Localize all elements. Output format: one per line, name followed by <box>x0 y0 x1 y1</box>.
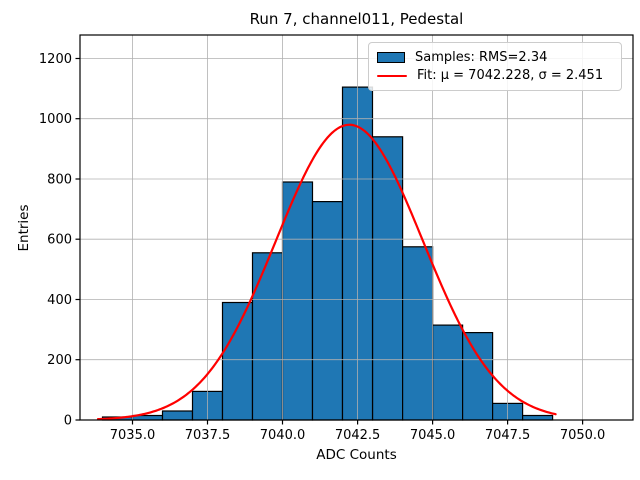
fit-line-swatch-icon <box>377 70 407 81</box>
y-tick-label: 1200 <box>39 52 72 67</box>
legend: Samples: RMS=2.34 Fit: μ = 7042.228, σ =… <box>368 42 622 91</box>
histogram-bar <box>161 410 194 421</box>
x-tick-label: 7035.0 <box>110 428 156 443</box>
y-tick-label: 400 <box>47 293 72 308</box>
x-tick-label: 7047.5 <box>485 428 531 443</box>
y-tick-label: 800 <box>47 173 72 188</box>
legend-item-fit: Fit: μ = 7042.228, σ = 2.451 <box>377 67 613 86</box>
histogram-bar <box>462 332 494 421</box>
histogram-bar <box>402 246 434 421</box>
y-tick-label: 200 <box>47 353 72 368</box>
legend-label-fit: Fit: μ = 7042.228, σ = 2.451 <box>417 68 604 84</box>
histogram-bar <box>221 301 254 421</box>
y-tick-label: 600 <box>47 233 72 248</box>
histogram-bar <box>521 414 554 421</box>
plot-frame <box>79 34 634 421</box>
histogram-bar <box>311 201 344 421</box>
histogram-bar <box>432 324 464 421</box>
y-axis-label: Entries <box>16 204 32 252</box>
fit-curve <box>96 123 557 421</box>
y-tick-label: 0 <box>64 414 72 429</box>
x-tick-label: 7040.0 <box>260 428 306 443</box>
y-tick-label: 1000 <box>39 112 72 127</box>
legend-label-samples: Samples: RMS=2.34 <box>415 49 548 65</box>
histogram-bar <box>251 252 284 421</box>
legend-item-samples: Samples: RMS=2.34 <box>377 48 613 67</box>
x-tick-label: 7042.5 <box>335 428 381 443</box>
histogram-swatch-icon <box>377 51 405 63</box>
x-axis-label: ADC Counts <box>316 447 397 463</box>
x-tick-label: 7050.0 <box>560 428 606 443</box>
histogram-bar <box>281 181 314 421</box>
x-tick-label: 7045.0 <box>410 428 456 443</box>
chart-title: Run 7, channel011, Pedestal <box>249 10 464 28</box>
x-tick-label: 7037.5 <box>185 428 231 443</box>
